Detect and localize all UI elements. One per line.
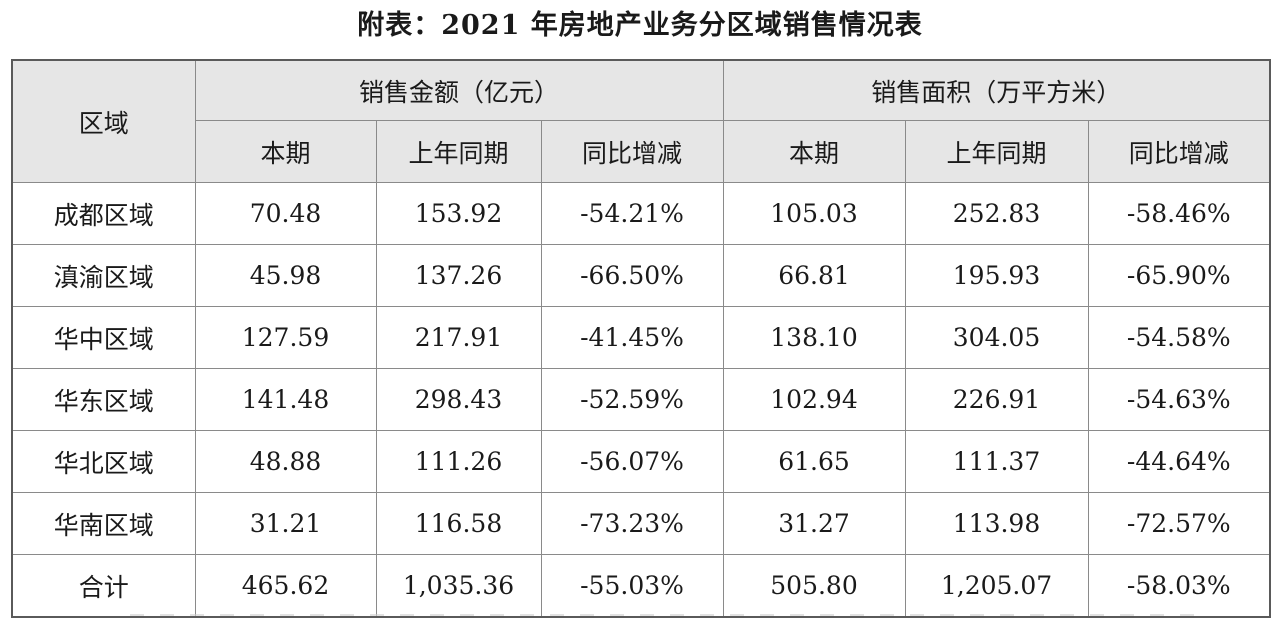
amount-prior-year-cell: 298.43	[375, 368, 542, 431]
amount-prior-year-cell: 1,035.36	[375, 554, 542, 618]
table-row: 华北区域 48.88 111.26 -56.07% 61.65 111.37 -…	[11, 430, 1271, 493]
amount-current-cell: 70.48	[194, 182, 377, 245]
region-cell: 华南区域	[11, 492, 196, 555]
area-yoy-change-cell: -58.03%	[1087, 554, 1271, 618]
amount-yoy-change-cell: -66.50%	[540, 244, 724, 307]
area-yoy-change-cell: -54.63%	[1087, 368, 1271, 431]
area-current-cell: 31.27	[722, 492, 906, 555]
amount-prior-year-cell: 116.58	[375, 492, 542, 555]
area-current-cell: 102.94	[722, 368, 906, 431]
amount-current-cell: 45.98	[194, 244, 377, 307]
area-yoy-change-cell: -65.90%	[1087, 244, 1271, 307]
area-prior-year-header: 上年同期	[904, 120, 1089, 183]
amount-yoy-change-cell: -55.03%	[540, 554, 724, 618]
area-prior-year-cell: 113.98	[904, 492, 1089, 555]
amount-yoy-change-cell: -56.07%	[540, 430, 724, 493]
amount-yoy-change-cell: -52.59%	[540, 368, 724, 431]
table-row: 滇渝区域 45.98 137.26 -66.50% 66.81 195.93 -…	[11, 244, 1271, 307]
area-current-cell: 505.80	[722, 554, 906, 618]
sales-amount-group-header: 销售金额（亿元）	[194, 59, 724, 121]
area-yoy-change-cell: -44.64%	[1087, 430, 1271, 493]
table-row: 华南区域 31.21 116.58 -73.23% 31.27 113.98 -…	[11, 492, 1271, 555]
amount-yoy-change-header: 同比增减	[540, 120, 724, 183]
amount-yoy-change-cell: -73.23%	[540, 492, 724, 555]
amount-prior-year-cell: 111.26	[375, 430, 542, 493]
region-column-header: 区域	[11, 59, 196, 183]
area-prior-year-cell: 252.83	[904, 182, 1089, 245]
area-current-cell: 105.03	[722, 182, 906, 245]
area-prior-year-cell: 304.05	[904, 306, 1089, 369]
amount-current-cell: 465.62	[194, 554, 377, 618]
amount-current-cell: 127.59	[194, 306, 377, 369]
total-label-cell: 合计	[11, 554, 196, 618]
amount-current-cell: 141.48	[194, 368, 377, 431]
sales-area-group-header: 销售面积（万平方米）	[722, 59, 1271, 121]
header-row-subcolumns: 本期 上年同期 同比增减 本期 上年同期 同比增减	[12, 120, 1271, 183]
area-prior-year-cell: 111.37	[904, 430, 1089, 493]
area-current-header: 本期	[722, 120, 906, 183]
amount-prior-year-cell: 153.92	[375, 182, 542, 245]
header-row-groups: 区域 销售金额（亿元） 销售面积（万平方米）	[11, 59, 1271, 183]
area-yoy-change-cell: -54.58%	[1087, 306, 1271, 369]
amount-yoy-change-cell: -41.45%	[540, 306, 724, 369]
page-title: 附表：2021 年房地产业务分区域销售情况表	[357, 10, 923, 41]
cropped-text-strip	[0, 612, 1280, 620]
region-cell: 华中区域	[11, 306, 196, 369]
amount-current-cell: 31.21	[194, 492, 377, 555]
amount-yoy-change-cell: -54.21%	[540, 182, 724, 245]
area-yoy-change-header: 同比增减	[1087, 120, 1271, 183]
area-yoy-change-cell: -72.57%	[1087, 492, 1271, 555]
region-cell: 成都区域	[11, 182, 196, 245]
table-row: 华中区域 127.59 217.91 -41.45% 138.10 304.05…	[11, 306, 1271, 369]
amount-prior-year-cell: 217.91	[375, 306, 542, 369]
area-prior-year-cell: 195.93	[904, 244, 1089, 307]
table-row: 华东区域 141.48 298.43 -52.59% 102.94 226.91…	[11, 368, 1271, 431]
area-prior-year-cell: 1,205.07	[904, 554, 1089, 618]
region-cell: 华北区域	[11, 430, 196, 493]
amount-prior-year-cell: 137.26	[375, 244, 542, 307]
amount-current-cell: 48.88	[194, 430, 377, 493]
region-cell: 华东区域	[11, 368, 196, 431]
total-row: 合计 465.62 1,035.36 -55.03% 505.80 1,205.…	[11, 554, 1271, 618]
area-current-cell: 138.10	[722, 306, 906, 369]
sales-by-region-table: 区域 销售金额（亿元） 销售面积（万平方米） 本期 上年同期 同比增减 本期 上…	[11, 59, 1272, 618]
amount-prior-year-header: 上年同期	[375, 120, 542, 183]
area-prior-year-cell: 226.91	[904, 368, 1089, 431]
cropped-text-remnant	[130, 614, 1210, 616]
amount-current-header: 本期	[194, 120, 377, 183]
area-current-cell: 66.81	[722, 244, 906, 307]
area-current-cell: 61.65	[722, 430, 906, 493]
table-row: 成都区域 70.48 153.92 -54.21% 105.03 252.83 …	[11, 182, 1271, 245]
area-yoy-change-cell: -58.46%	[1087, 182, 1271, 245]
region-cell: 滇渝区域	[11, 244, 196, 307]
